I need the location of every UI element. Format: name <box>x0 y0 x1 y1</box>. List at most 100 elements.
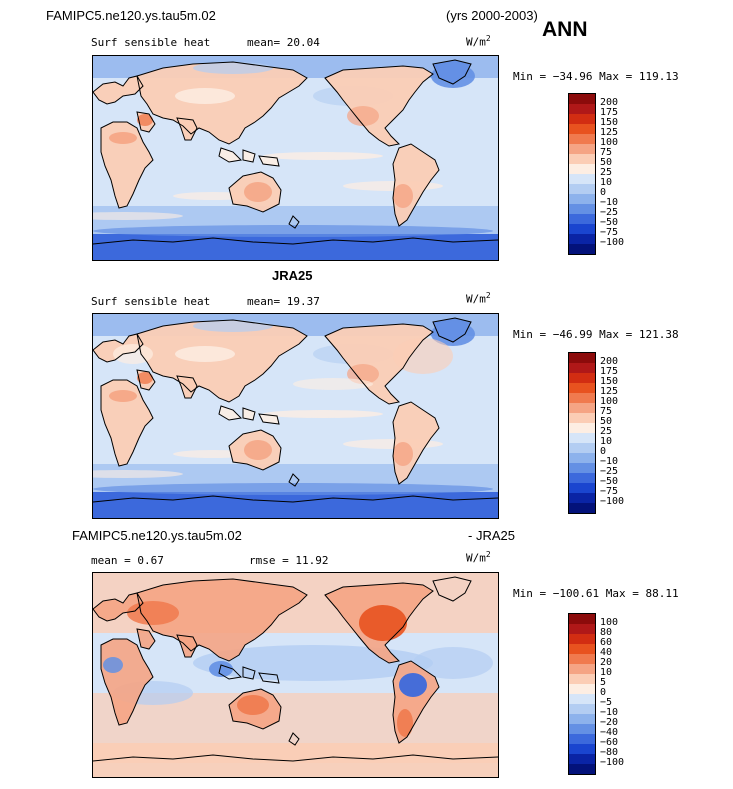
colorbar-label: −100 <box>600 496 625 507</box>
field-contour <box>127 601 179 625</box>
colorbar-swatch <box>569 393 595 403</box>
colorbar-swatch <box>569 503 595 513</box>
field-contour <box>93 483 493 495</box>
coastline-asia <box>136 61 308 145</box>
colorbar-swatch <box>569 614 595 624</box>
coastline-nz <box>288 473 300 487</box>
land-field <box>219 406 279 424</box>
panel1-unit: W/m2 <box>466 34 491 49</box>
coastline-arabia <box>136 369 156 391</box>
colorbar-swatch <box>569 124 595 134</box>
coastline-antarctica <box>93 495 498 503</box>
field-contour <box>137 114 153 126</box>
field-contour <box>263 410 383 418</box>
colorbar-swatch <box>569 493 595 503</box>
panel2-mean: mean= 19.37 <box>247 295 320 308</box>
colorbar-label: 150 <box>600 117 619 128</box>
colorbar-swatch <box>569 433 595 443</box>
panel1-map <box>92 55 499 261</box>
colorbar-swatch <box>569 184 595 194</box>
coastline-seasia <box>218 405 280 425</box>
panel2-unit: W/m2 <box>466 291 491 306</box>
colorbar-label: −25 <box>600 207 619 218</box>
colorbar-label: −100 <box>600 757 625 768</box>
colorbar-swatch <box>569 224 595 234</box>
colorbar-label: 200 <box>600 97 619 108</box>
colorbar-swatch <box>569 453 595 463</box>
field-contour <box>193 645 433 681</box>
colorbar-swatch <box>569 174 595 184</box>
colorbar-boxes <box>568 613 596 775</box>
colorbar-swatch <box>569 644 595 654</box>
field-contour <box>413 647 493 679</box>
colorbar-label: 10 <box>600 436 613 447</box>
coastline-samerica <box>392 660 440 744</box>
field-contour <box>93 212 183 220</box>
coastline-greenland <box>432 317 472 343</box>
colorbar-label: −40 <box>600 727 619 738</box>
coastline-seasia <box>218 664 280 684</box>
panel2-title: JRA25 <box>272 268 313 283</box>
coastline-namerica <box>324 323 434 405</box>
panel1-mean: mean= 20.04 <box>247 36 320 49</box>
field-contour <box>431 322 475 346</box>
coastline-namerica <box>324 65 434 147</box>
land-field <box>101 380 153 466</box>
coastline-namerica <box>324 582 434 664</box>
land-field <box>177 118 197 140</box>
colorbar-swatch <box>569 94 595 104</box>
colorbar-label: 175 <box>600 366 619 377</box>
colorbar-label: 20 <box>600 657 613 668</box>
field-contour <box>393 442 413 466</box>
field-band <box>93 492 498 518</box>
field-contour <box>209 661 233 677</box>
colorbar-label: 50 <box>600 157 613 168</box>
colorbar-label: 10 <box>600 177 613 188</box>
field-contour <box>109 132 137 144</box>
colorbar-swatch <box>569 194 595 204</box>
land-field <box>101 122 153 208</box>
coastline-asia <box>136 578 308 662</box>
colorbar-label: 25 <box>600 167 613 178</box>
field-contour <box>103 657 123 673</box>
coastline-australia <box>228 688 282 730</box>
colorbar-label: 40 <box>600 647 613 658</box>
coastline-australia <box>228 171 282 213</box>
coastline-india <box>176 375 198 399</box>
colorbar-label: 50 <box>600 416 613 427</box>
colorbar-swatch <box>569 403 595 413</box>
field-contour <box>393 184 413 208</box>
colorbar-swatch <box>569 724 595 734</box>
field-band <box>93 234 498 260</box>
field-contour <box>113 344 153 364</box>
colorbar-label: −10 <box>600 707 619 718</box>
colorbar-label: −75 <box>600 486 619 497</box>
colorbar-swatch <box>569 204 595 214</box>
coastline-europe <box>93 592 144 622</box>
colorbar-swatch <box>569 694 595 704</box>
case-name: FAMIPC5.ne120.ys.tau5m.02 <box>46 8 216 23</box>
field-contour <box>175 346 235 362</box>
panel2-minmax: Min = −46.99 Max = 121.38 <box>513 328 679 341</box>
field-contour <box>263 152 383 160</box>
land-field <box>219 148 279 166</box>
colorbar-label: 100 <box>600 396 619 407</box>
field-contour <box>431 64 475 88</box>
field-contour <box>393 338 453 374</box>
colorbar-swatch <box>569 373 595 383</box>
colorbar-swatch <box>569 154 595 164</box>
panel3-unit: W/m2 <box>466 550 491 565</box>
colorbar-swatch <box>569 664 595 674</box>
colorbar-label: −60 <box>600 737 619 748</box>
coastline-europe <box>93 333 144 363</box>
coastline-africa <box>100 638 154 726</box>
colorbar-swatch <box>569 704 595 714</box>
colorbar-boxes <box>568 93 596 255</box>
panel2-map <box>92 313 499 519</box>
coastline-asia <box>136 319 308 403</box>
colorbar-swatch <box>569 634 595 644</box>
panel3-title-right: - JRA25 <box>468 528 515 543</box>
colorbar-swatch <box>569 624 595 634</box>
colorbar-label: −10 <box>600 197 619 208</box>
colorbar-swatch <box>569 353 595 363</box>
